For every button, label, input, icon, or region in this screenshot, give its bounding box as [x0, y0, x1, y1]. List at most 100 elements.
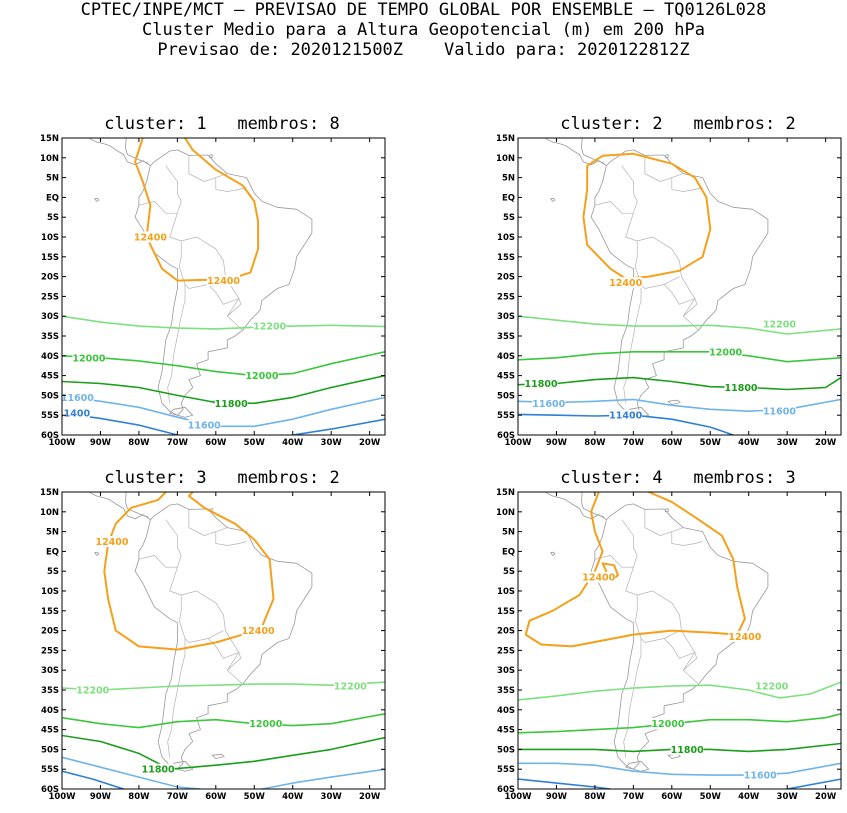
lat-tick-label: 45S	[41, 726, 59, 736]
lat-tick-label: 5S	[503, 567, 515, 577]
lon-tick-label: 20W	[815, 792, 837, 802]
country-border	[644, 509, 684, 536]
lon-tick-label: 40W	[282, 438, 304, 448]
coastline-south-america	[590, 149, 769, 416]
country-border	[663, 284, 696, 305]
contour-label: 11600	[532, 399, 565, 410]
lon-tick-label: 60W	[205, 438, 227, 448]
contour-label: 11800	[671, 745, 704, 756]
country-border	[167, 638, 186, 758]
lat-tick-label: 15S	[497, 253, 515, 263]
lat-tick-label: 55S	[41, 411, 59, 421]
contour-line	[62, 713, 385, 729]
lon-tick-label: 60W	[205, 792, 227, 802]
contour-label-bg	[253, 320, 287, 332]
lat-tick-label: 60S	[41, 785, 59, 795]
contour-label-bg	[532, 397, 566, 409]
lat-tick-label: 50S	[41, 391, 59, 401]
coastline-central-america	[88, 138, 151, 167]
lat-tick-label: EQ	[46, 547, 59, 557]
lat-tick-label: 15N	[40, 488, 59, 498]
contour-line	[518, 681, 841, 701]
lat-tick-label: 15S	[41, 253, 59, 263]
contour-label-bg	[95, 536, 129, 547]
map-frame	[517, 137, 842, 436]
contour-label-bg	[724, 381, 758, 393]
coastline-south-america	[134, 149, 313, 416]
contour-label: 12400	[609, 278, 642, 289]
coastline-caribbean-island	[664, 154, 669, 159]
lon-tick-label: 90W	[546, 792, 568, 802]
lat-tick-label: 15S	[497, 607, 515, 617]
contour-label-bg	[249, 718, 283, 730]
contour-label-bg	[582, 571, 616, 583]
contour-label: 12200	[334, 682, 367, 693]
lat-tick-label: 45S	[497, 372, 515, 382]
contour-label: 11800	[525, 379, 558, 390]
contour-label-bg	[245, 370, 279, 382]
contour-line	[62, 770, 125, 789]
lat-tick-label: 10S	[497, 587, 515, 597]
country-border	[663, 638, 696, 659]
country-border	[644, 155, 684, 182]
coastline-caribbean-island	[664, 508, 669, 513]
lat-tick-label: 20S	[41, 627, 59, 637]
contour-line	[62, 734, 385, 770]
country-border	[683, 652, 698, 671]
lat-tick-label: EQ	[46, 193, 59, 203]
contour-label: 12200	[755, 682, 788, 693]
lon-tick-label: 90W	[546, 438, 568, 448]
map-panel-cluster-1: cluster: 1 membros: 8 12400 12400 12200 120…	[22, 114, 422, 459]
lat-tick-label: 60S	[497, 431, 515, 441]
lat-tick-label: 30S	[497, 666, 515, 676]
contour-label: 12000	[709, 347, 742, 358]
contour-label: 12000	[249, 719, 282, 730]
map-frame	[61, 491, 386, 790]
lat-tick-label: 10S	[497, 233, 515, 243]
contour-line	[291, 418, 385, 435]
contour-line	[518, 713, 841, 734]
map-panel-cluster-4: cluster: 4 membros: 3 12400 12400 12200 120…	[478, 468, 847, 813]
lat-tick-label: 20S	[497, 627, 515, 637]
lon-tick-label: 20W	[359, 792, 381, 802]
lon-tick-label: 70W	[167, 792, 189, 802]
lon-tick-label: 40W	[738, 792, 760, 802]
lon-tick-label: 100W	[48, 792, 76, 802]
lon-tick-label: 50W	[700, 792, 722, 802]
country-border	[683, 298, 698, 317]
lat-tick-label: 50S	[497, 391, 515, 401]
contour-label-bg	[728, 631, 762, 643]
lat-tick-label: 50S	[497, 745, 515, 755]
header-title-line-1: CPTEC/INPE/MCT – PREVISAO DE TEMPO GLOBA…	[80, 0, 767, 20]
contour-label: 11400	[609, 411, 642, 422]
lat-tick-label: 25S	[41, 646, 59, 656]
country-border	[165, 519, 182, 568]
country-border	[671, 177, 703, 192]
panel-title: cluster: 1 membros: 8	[104, 114, 340, 134]
lat-tick-label: 10S	[41, 587, 59, 597]
contour-label-bg	[62, 391, 94, 403]
contour-label: 12400	[728, 632, 761, 643]
contour-label-bg	[76, 684, 110, 696]
country-border	[188, 155, 228, 182]
contour-label-bg	[62, 407, 91, 419]
map-frame	[61, 137, 386, 436]
lat-tick-label: 15N	[496, 488, 515, 498]
lat-tick-label: 10S	[41, 233, 59, 243]
contour-line	[261, 768, 385, 789]
contour-label-bg	[755, 680, 789, 692]
lon-tick-label: 30W	[321, 438, 343, 448]
coastline-malvinas	[211, 753, 225, 759]
lon-tick-label: 40W	[738, 438, 760, 448]
coastline-central-america	[544, 492, 607, 521]
country-border	[623, 284, 642, 404]
contour-label-bg	[609, 277, 643, 289]
lat-tick-label: 10N	[496, 154, 515, 164]
coastline-galapagos	[550, 197, 556, 202]
lat-tick-label: 60S	[497, 785, 515, 795]
map-plot: 12400 12400 12200 12000 12000 11800 11600 11600…	[40, 134, 386, 448]
lon-tick-label: 70W	[167, 438, 189, 448]
country-border	[623, 638, 642, 758]
lat-tick-label: 35S	[41, 332, 59, 342]
contour-line	[518, 778, 612, 789]
